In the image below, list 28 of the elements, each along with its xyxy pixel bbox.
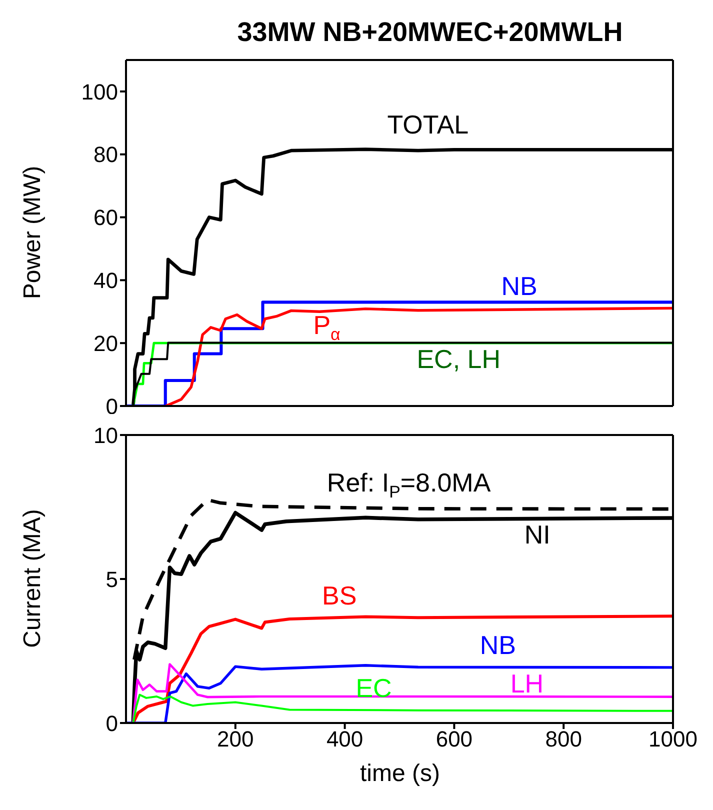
series-label: EC	[356, 673, 392, 704]
x-tick-label: 600	[436, 726, 473, 752]
annotation: EC, LH	[416, 344, 501, 374]
x-tick-label: 1000	[648, 726, 698, 752]
series-label: NB	[501, 271, 538, 302]
x-axis-title: time (s)	[360, 760, 440, 786]
y-tick-label: 10	[94, 422, 118, 448]
series-label: P$_{α}$	[313, 310, 341, 344]
y-tick-label: 80	[94, 142, 118, 168]
y-axis-title: Current (MA)	[18, 509, 46, 648]
series-label: Ref: I$_{P}$=8.0MA	[326, 468, 492, 502]
series-label: BS	[322, 580, 357, 611]
series-label: NB	[480, 630, 516, 660]
series-label: NI	[524, 520, 550, 550]
chart-title: 33MW NB+20MWEC+20MWLH	[237, 17, 623, 47]
y-axis-title: Power (MW)	[18, 166, 46, 300]
y-tick-label: 20	[94, 330, 118, 356]
y-tick-label: 0	[106, 394, 118, 419]
series-label: LH	[510, 668, 544, 699]
y-tick-label: 5	[106, 566, 118, 592]
y-tick-label: 0	[106, 710, 118, 736]
x-tick-label: 200	[217, 726, 254, 752]
x-tick-label: 800	[545, 726, 582, 752]
y-tick-label: 100	[81, 79, 118, 104]
y-tick-label: 40	[94, 268, 118, 293]
x-tick-label: 400	[326, 726, 364, 752]
y-tick-label: 60	[94, 205, 118, 230]
series-label: TOTAL	[387, 109, 469, 140]
